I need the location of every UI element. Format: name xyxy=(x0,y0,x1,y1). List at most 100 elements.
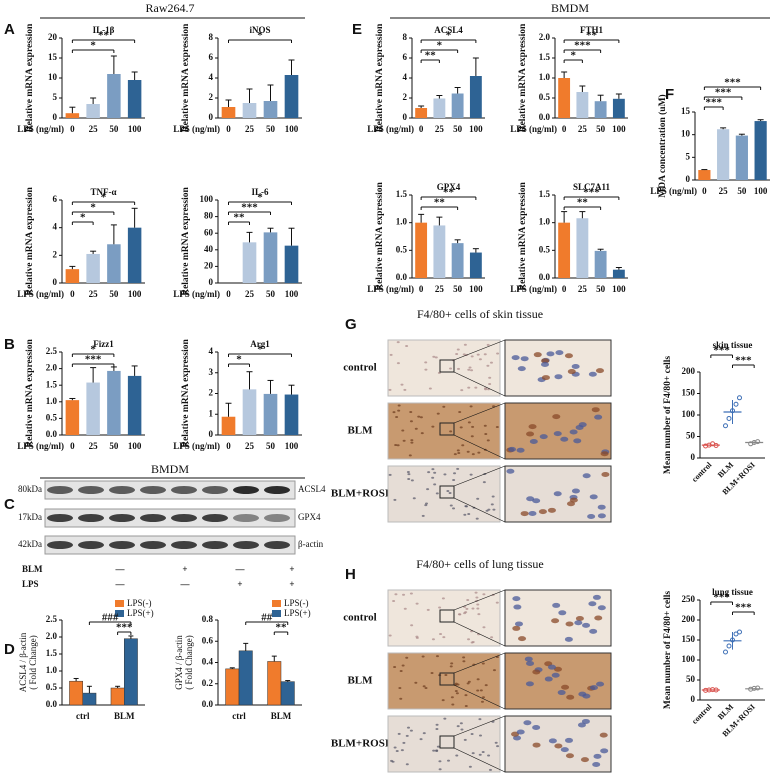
cell xyxy=(564,636,573,642)
cell xyxy=(402,439,406,442)
x-tick-label: 100 xyxy=(754,186,768,196)
cell xyxy=(412,497,416,500)
histology-row-label: BLM xyxy=(347,675,373,687)
significance-label: * xyxy=(90,40,96,52)
bar xyxy=(284,394,299,435)
y-tick-label: 10 xyxy=(681,129,691,139)
cell xyxy=(470,435,474,438)
cell xyxy=(438,768,442,771)
bar xyxy=(594,250,607,278)
cell xyxy=(582,622,591,628)
histology-zoom xyxy=(504,652,612,710)
cell xyxy=(407,473,411,476)
cell xyxy=(581,718,590,724)
bar xyxy=(221,107,236,118)
y-tick-label: 250 xyxy=(682,594,696,604)
cell xyxy=(397,409,401,412)
cell xyxy=(463,738,467,741)
x-tick-label: 0 xyxy=(70,124,75,134)
cell xyxy=(539,434,548,440)
x-axis-label: LPS (ng/ml) xyxy=(650,186,697,196)
blot-band xyxy=(171,486,197,494)
bar xyxy=(594,101,607,118)
cell xyxy=(571,364,580,370)
bar xyxy=(558,222,571,278)
cell xyxy=(462,353,466,356)
cell xyxy=(444,673,448,676)
cell xyxy=(427,471,431,474)
y-tick-label: 0 xyxy=(53,112,58,122)
blot-band xyxy=(202,514,228,522)
cell xyxy=(442,405,446,408)
zoom-box xyxy=(439,735,455,749)
cell xyxy=(486,343,490,346)
y-axis-label: ACSL4 / β-actin xyxy=(18,632,28,692)
bar xyxy=(284,245,299,283)
cell xyxy=(456,683,460,686)
panel-label: H xyxy=(345,566,356,583)
blot-band xyxy=(109,514,135,522)
blot-band xyxy=(140,514,166,522)
cell xyxy=(512,625,521,631)
cell xyxy=(601,471,610,477)
cell xyxy=(420,432,424,435)
cell xyxy=(508,446,517,452)
bar xyxy=(612,269,625,278)
cell xyxy=(435,492,439,495)
cell xyxy=(468,765,472,768)
cell xyxy=(467,512,471,515)
significance-label: ### xyxy=(102,612,119,624)
significance-label: * xyxy=(101,192,107,204)
cell xyxy=(511,355,520,361)
y-tick-label: 0 xyxy=(686,174,691,184)
cell xyxy=(512,596,521,602)
cell xyxy=(526,431,535,437)
x-tick-label: control xyxy=(690,460,714,484)
x-tick-label: control xyxy=(690,702,714,726)
cell xyxy=(456,449,460,452)
chart-title: skin tissue xyxy=(713,340,753,350)
x-axis-label: LPS (ng/ml) xyxy=(510,124,557,134)
y-tick-label: 1.5 xyxy=(539,189,551,199)
x-tick-label: 25 xyxy=(578,124,588,134)
x-tick-label: BLM xyxy=(716,460,736,480)
cell xyxy=(482,593,486,596)
cell xyxy=(532,742,541,748)
x-tick-label: 0 xyxy=(70,289,75,299)
condition-name: BLM xyxy=(22,564,43,574)
x-tick-label: 25 xyxy=(578,284,588,294)
cell xyxy=(564,353,573,359)
cell xyxy=(528,511,537,517)
zoom-box xyxy=(439,359,455,373)
cell xyxy=(439,633,443,636)
y-tick-label: 5 xyxy=(53,92,58,102)
cell xyxy=(482,626,486,629)
x-tick-label: 25 xyxy=(89,124,99,134)
zoom-line xyxy=(453,497,506,523)
zoom-line xyxy=(453,402,506,424)
cell xyxy=(396,362,400,365)
cell xyxy=(578,422,587,428)
blot-size: 80kDa xyxy=(18,484,42,494)
blot-band xyxy=(233,486,259,494)
chart-title: Fizz1 xyxy=(93,339,114,349)
cell xyxy=(415,636,419,639)
cell xyxy=(597,605,606,611)
y-tick-label: 0.5 xyxy=(46,412,58,422)
cell xyxy=(474,386,478,389)
cell xyxy=(449,430,453,433)
x-axis-label: LPS (ng/ml) xyxy=(173,441,220,451)
significance-label: *** xyxy=(706,97,723,109)
chart-title: GPX4 xyxy=(437,182,461,192)
cell xyxy=(447,759,451,762)
panel-label: G xyxy=(345,316,357,333)
y-tick-label: 150 xyxy=(682,388,696,398)
cell xyxy=(419,416,423,419)
cell xyxy=(397,404,401,407)
cell xyxy=(414,681,418,684)
cell xyxy=(389,353,393,356)
bar xyxy=(86,104,100,118)
cell xyxy=(403,388,407,391)
cell xyxy=(460,389,464,392)
